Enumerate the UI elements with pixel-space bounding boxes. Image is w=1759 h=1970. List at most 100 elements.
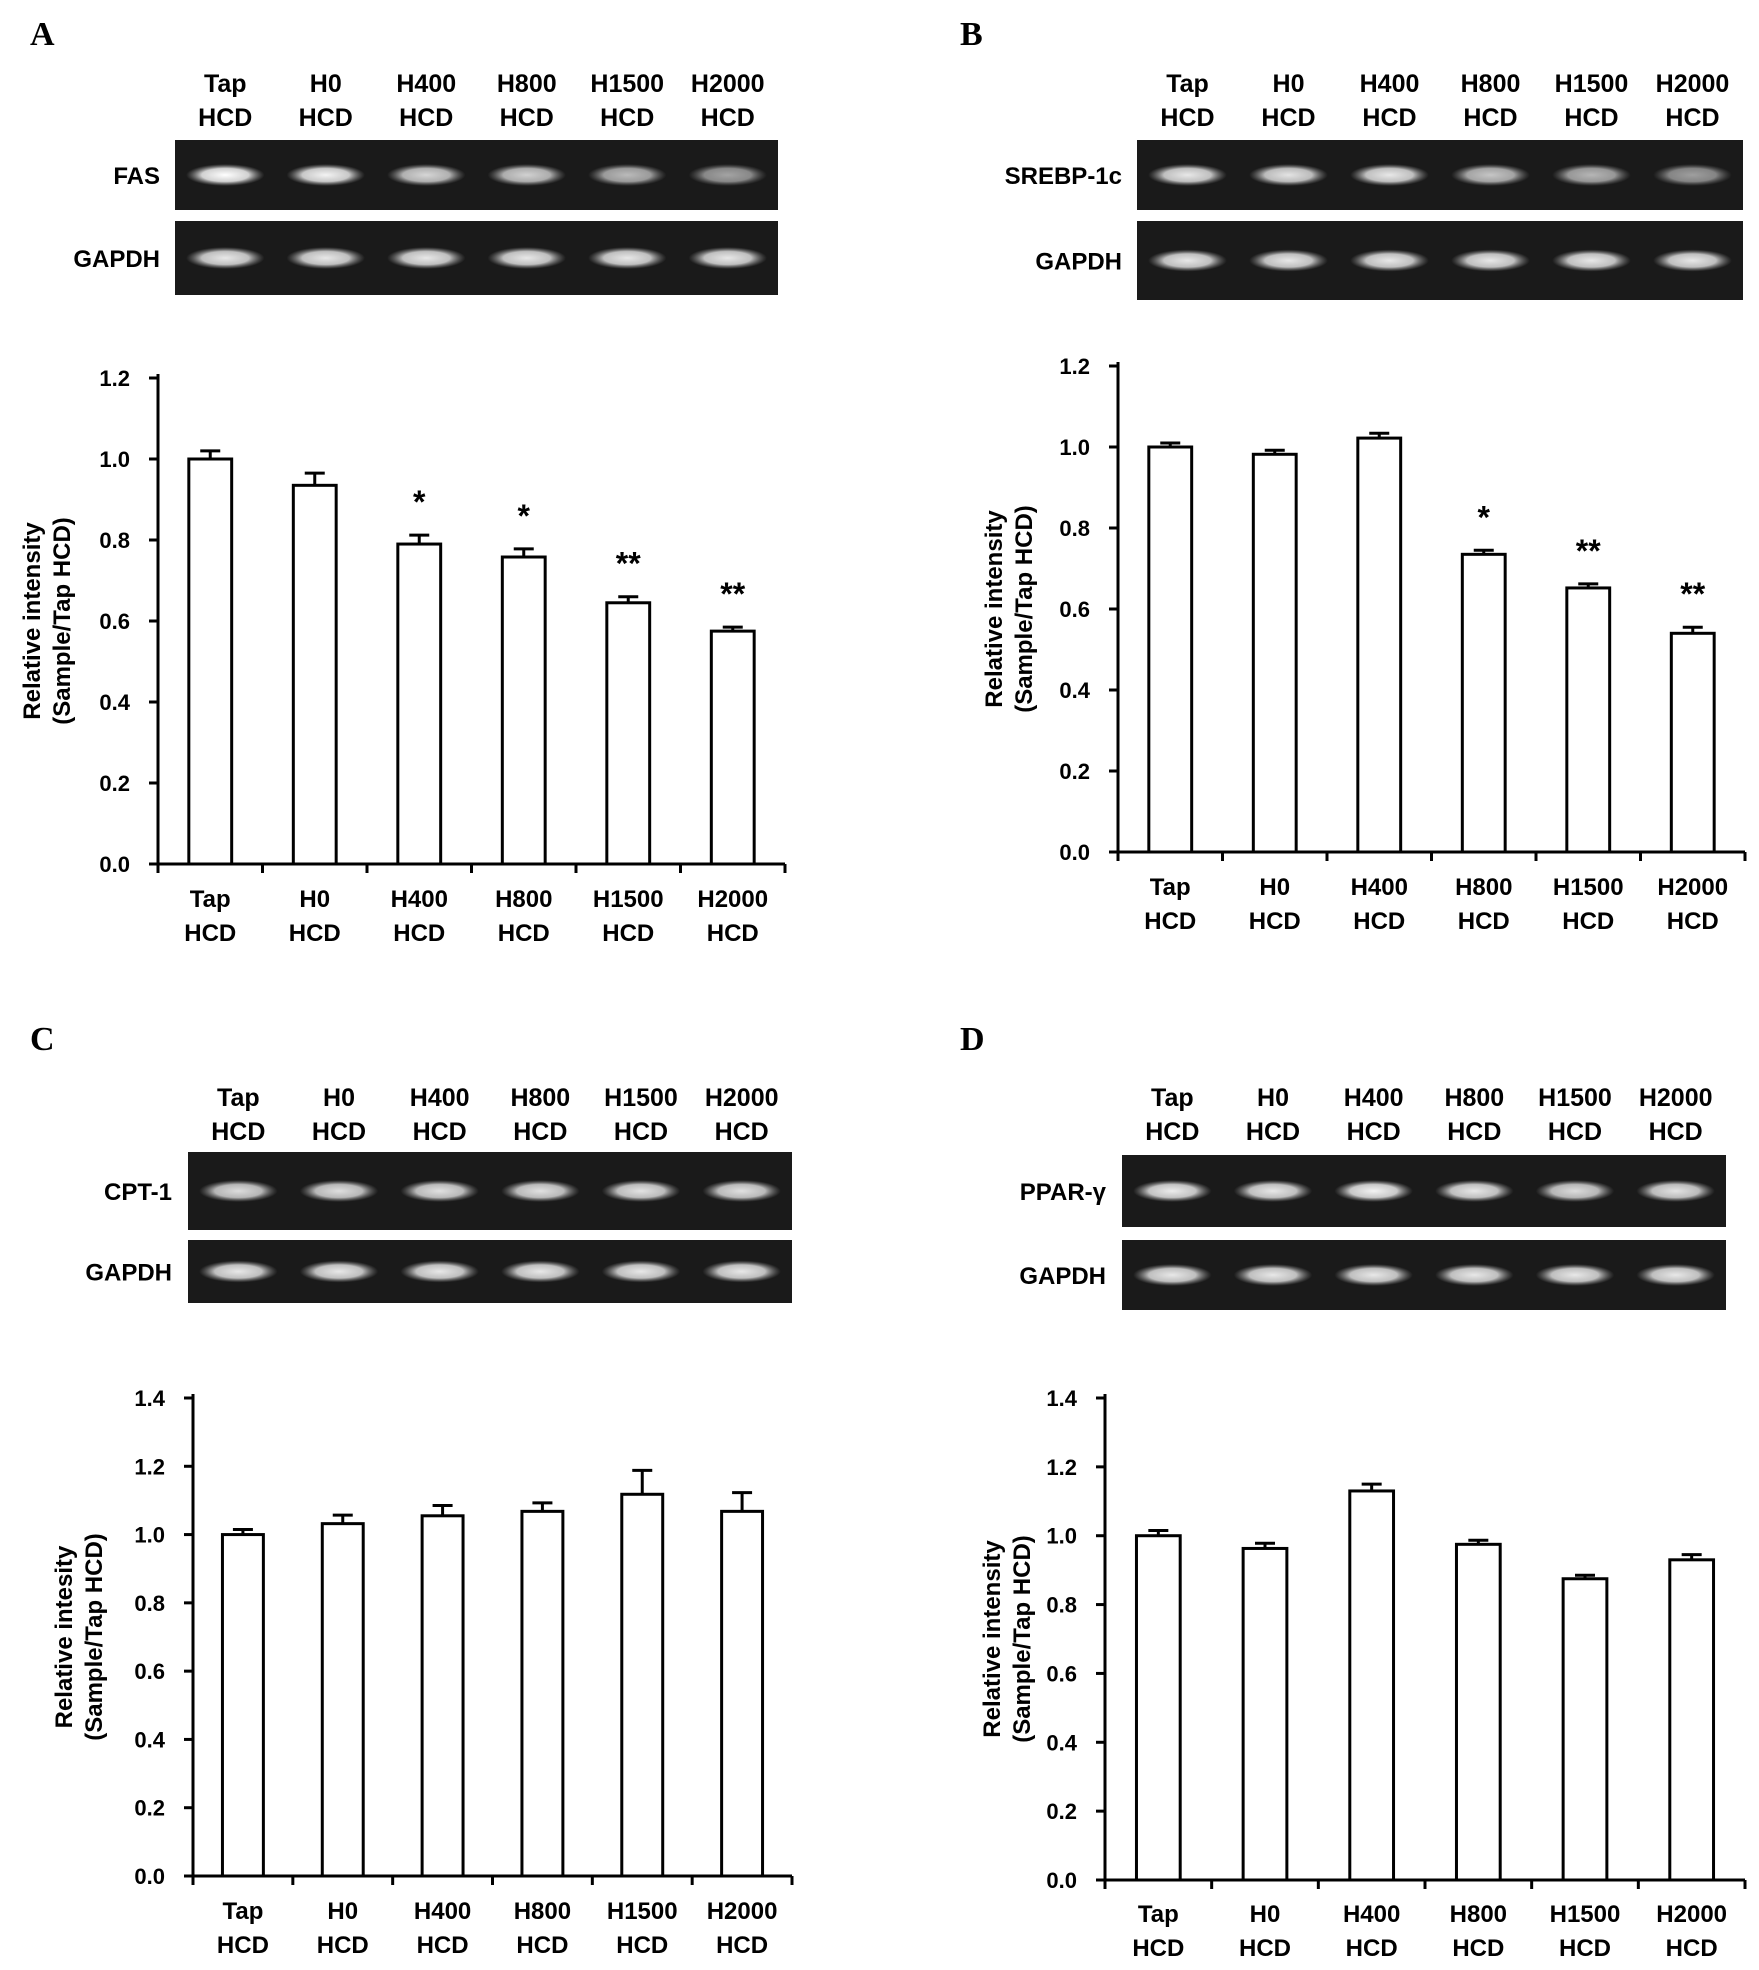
gel-lane-label: H2000 <box>1639 1084 1713 1112</box>
y-axis-label: Relative intesity <box>51 1545 78 1728</box>
bar <box>605 601 652 866</box>
gel-lane-label: HCD <box>1347 1118 1401 1146</box>
gel-row-label: SREBP-1c <box>1005 163 1122 190</box>
y-tick-label: 1.0 <box>99 447 130 472</box>
gel-strip <box>1122 1240 1726 1310</box>
panel-d: D Tap HCD H0 HCD H400 HCD H800 HCD H1500 HCD H2000 H… <box>960 1021 1747 1962</box>
panel-c: C Tap HCD H0 HCD H400 HCD H800 HCD H1500 HCD H2000 H… <box>30 1021 794 1959</box>
gel-lane-label: HCD <box>513 1118 567 1146</box>
x-tick-label: Tap <box>190 886 231 913</box>
gel-band <box>1133 1264 1212 1286</box>
gel-lane-label: H1500 <box>1555 70 1629 98</box>
gel-band <box>588 247 667 269</box>
significance-marker: ** <box>616 546 641 582</box>
y-axis-label: (Sample/Tap HCD) <box>1011 505 1038 713</box>
y-axis-label: Relative intensity <box>979 1540 1006 1738</box>
gel-lane-label: H0 <box>1273 70 1305 98</box>
x-tick-label: HCD <box>289 920 341 947</box>
gel-band <box>1435 1180 1514 1202</box>
gel-lane-label: H0 <box>310 70 342 98</box>
bar <box>220 1533 265 1878</box>
gel-lane-label: HCD <box>701 104 755 132</box>
gel-band <box>299 1260 379 1283</box>
x-tick-label: HCD <box>393 920 445 947</box>
y-tick-label: 0.4 <box>134 1727 165 1752</box>
gel-lane-label: H400 <box>396 70 456 98</box>
y-tick-label: 0.8 <box>1059 516 1090 541</box>
gel-lane-label: HCD <box>614 1118 668 1146</box>
gel-band <box>199 1260 278 1283</box>
gel-band <box>286 247 365 269</box>
gel-band <box>400 1180 479 1202</box>
gel-band <box>1535 1180 1615 1202</box>
gel-band <box>1451 164 1530 186</box>
y-tick-label: 0.6 <box>134 1659 165 1684</box>
gel-band <box>688 247 767 269</box>
panel-letter: A <box>30 16 55 53</box>
x-tick-label: Tap <box>222 1898 263 1925</box>
gel-row-label: GAPDH <box>1019 1263 1106 1290</box>
gel-band <box>487 247 566 269</box>
x-tick-label: HCD <box>498 920 550 947</box>
x-tick-label: H0 <box>299 886 330 913</box>
x-tick-label: HCD <box>1452 1935 1504 1962</box>
gel-band <box>1435 1264 1514 1286</box>
bar <box>291 483 338 866</box>
y-axis-label: (Sample/Tap HCD) <box>1009 1535 1036 1743</box>
gel-band <box>1249 249 1328 272</box>
gel-row-label: GAPDH <box>85 1260 172 1287</box>
y-axis-label: (Sample/Tap HCD) <box>49 517 76 725</box>
gel-lane-label: H2000 <box>1656 70 1730 98</box>
gel-lane-label: HCD <box>715 1118 769 1146</box>
gel-lane-label: HCD <box>413 1118 467 1146</box>
gel-band <box>1148 249 1227 272</box>
y-axis-label: Relative intensity <box>981 510 1008 708</box>
x-tick-label: HCD <box>602 920 654 947</box>
x-tick-label: H0 <box>1250 1901 1281 1928</box>
x-tick-label: H400 <box>391 886 448 913</box>
gel-band <box>1636 1264 1715 1286</box>
x-tick-label: H1500 <box>1553 874 1624 901</box>
x-tick-label: HCD <box>317 1932 369 1959</box>
gel-band <box>501 1180 580 1202</box>
gel-band <box>702 1260 781 1283</box>
y-tick-label: 0.0 <box>134 1864 165 1889</box>
gel-lane-label: HCD <box>1160 104 1214 132</box>
gel-lane-label: HCD <box>600 104 654 132</box>
gel-lane-label: HCD <box>198 104 252 132</box>
x-tick-label: H1500 <box>593 886 664 913</box>
gel-band <box>1233 1180 1313 1202</box>
x-tick-label: HCD <box>716 1932 768 1959</box>
significance-marker: ** <box>720 576 745 612</box>
y-tick-label: 0.2 <box>1059 759 1090 784</box>
gel-lane-label: H1500 <box>1538 1084 1612 1112</box>
gel-band <box>1334 1180 1413 1202</box>
gel-band <box>186 164 265 186</box>
y-tick-label: 0.4 <box>1046 1730 1077 1755</box>
x-tick-label: H800 <box>514 1898 571 1925</box>
bar <box>1241 1546 1289 1882</box>
x-tick-label: HCD <box>1353 908 1405 935</box>
bar <box>720 1509 765 1878</box>
y-tick-label: 0.4 <box>99 690 130 715</box>
x-tick-label: HCD <box>184 920 236 947</box>
x-tick-label: H800 <box>1455 874 1512 901</box>
y-tick-label: 0.6 <box>1059 597 1090 622</box>
gel-strip <box>1137 221 1743 300</box>
x-tick-label: H0 <box>1259 874 1290 901</box>
gel-lane-label: HCD <box>1665 104 1719 132</box>
x-tick-label: HCD <box>417 1932 469 1959</box>
significance-marker: ** <box>1680 576 1705 612</box>
x-tick-label: H1500 <box>607 1898 678 1925</box>
x-tick-label: Tap <box>1150 874 1191 901</box>
gel-lane-label: HCD <box>312 1118 366 1146</box>
x-tick-label: H2000 <box>697 886 768 913</box>
x-tick-label: HCD <box>1667 908 1719 935</box>
y-tick-label: 1.4 <box>1046 1386 1077 1411</box>
y-tick-label: 1.2 <box>99 366 130 391</box>
x-tick-label: HCD <box>1144 908 1196 935</box>
gel-band <box>1350 164 1429 186</box>
x-tick-label: HCD <box>1458 908 1510 935</box>
bar <box>420 1514 465 1878</box>
x-tick-label: H2000 <box>707 1898 778 1925</box>
